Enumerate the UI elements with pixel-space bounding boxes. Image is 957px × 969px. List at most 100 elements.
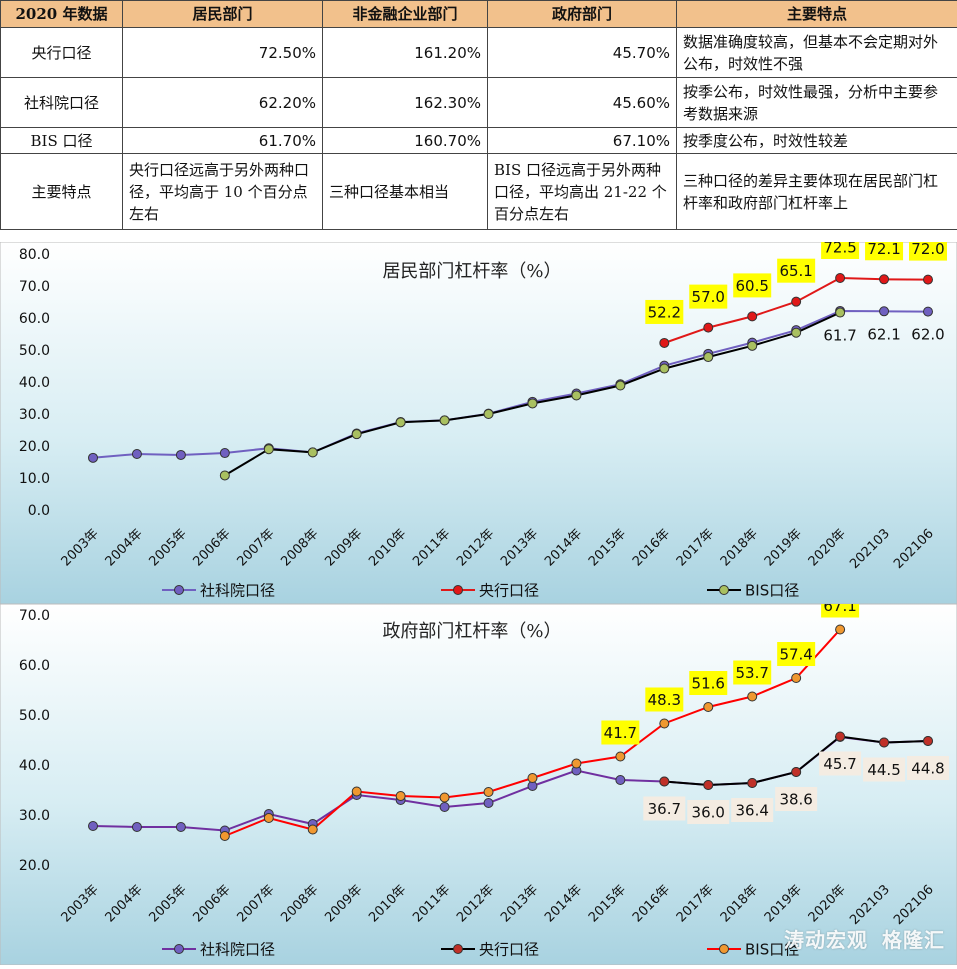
data-label: 60.5: [736, 277, 769, 295]
legend-label: 社科院口径: [200, 582, 275, 600]
government-value: 67.10%: [488, 128, 677, 154]
household-note: 央行口径远高于另外两种口径，平均高于 10 个百分点左右: [123, 154, 323, 230]
y-tick-label: 40.0: [19, 375, 50, 391]
y-tick-label: 70.0: [19, 279, 50, 295]
y-tick-label: 50.0: [19, 343, 50, 359]
data-point-0: [132, 450, 141, 459]
data-point-2: [308, 448, 317, 457]
legend-label: 央行口径: [479, 582, 539, 600]
data-point-2: [748, 341, 757, 350]
data-point-1: [792, 297, 801, 306]
data-label: 67.1: [823, 604, 856, 615]
data-label: 57.0: [692, 288, 725, 306]
data-point-2: [352, 787, 361, 796]
y-tick-label: 80.0: [19, 247, 50, 263]
data-label: 72.0: [911, 242, 944, 258]
data-point-0: [176, 823, 185, 832]
data-point-1: [704, 781, 713, 790]
comparison-table: 2020 年数据 居民部门 非金融企业部门 政府部门 主要特点 央行口径 72.…: [0, 0, 957, 230]
data-label: 36.0: [692, 804, 725, 822]
watermark-text-2: 格隆汇: [882, 924, 945, 953]
data-point-1: [924, 737, 933, 746]
corporate-value: 162.30%: [323, 78, 488, 128]
data-point-2: [484, 410, 493, 419]
data-point-1: [880, 738, 889, 747]
data-point-2: [264, 814, 273, 823]
data-point-2: [308, 825, 317, 834]
table-header: 非金融企业部门: [323, 1, 488, 28]
legend-marker: [454, 945, 463, 954]
chart-title: 居民部门杠杆率（%）: [382, 261, 561, 282]
data-label: 44.5: [867, 761, 900, 779]
y-tick-label: 50.0: [19, 708, 50, 724]
data-point-2: [704, 703, 713, 712]
data-point-1: [792, 768, 801, 777]
data-label: 62.0: [911, 326, 944, 344]
government-value: 45.70%: [488, 28, 677, 78]
table-header: 居民部门: [123, 1, 323, 28]
row-label: 主要特点: [1, 154, 123, 230]
data-point-1: [660, 338, 669, 347]
data-point-2: [792, 674, 801, 683]
data-label: 36.7: [648, 800, 681, 818]
corporate-note: 三种口径基本相当: [323, 154, 488, 230]
data-point-2: [660, 364, 669, 373]
data-label: 57.4: [779, 646, 812, 664]
y-tick-label: 0.0: [28, 503, 50, 519]
data-label: 61.7: [823, 327, 856, 345]
data-point-2: [352, 430, 361, 439]
table-row: 社科院口径 62.20% 162.30% 45.60% 按季公布，时效性最强，分…: [1, 78, 957, 128]
feature-text: 三种口径的差异主要体现在居民部门杠杆率和政府部门杠杆率上: [677, 154, 957, 230]
data-point-2: [616, 752, 625, 761]
y-tick-label: 60.0: [19, 658, 50, 674]
data-point-2: [220, 832, 229, 841]
data-point-2: [660, 719, 669, 728]
data-point-2: [748, 692, 757, 701]
data-label: 41.7: [604, 724, 637, 742]
data-label: 36.4: [736, 802, 769, 820]
y-tick-label: 30.0: [19, 407, 50, 423]
data-point-1: [880, 275, 889, 284]
data-label: 51.6: [692, 675, 725, 693]
data-point-0: [440, 803, 449, 812]
data-point-0: [484, 799, 493, 808]
legend-marker: [720, 586, 729, 595]
data-point-1: [704, 323, 713, 332]
data-point-1: [924, 275, 933, 284]
data-label: 45.7: [823, 755, 856, 773]
y-tick-label: 40.0: [19, 758, 50, 774]
data-label: 48.3: [648, 691, 681, 709]
data-point-2: [484, 788, 493, 797]
legend-label: BIS口径: [745, 582, 799, 600]
data-label: 72.5: [823, 242, 856, 257]
data-point-2: [792, 328, 801, 337]
y-tick-label: 60.0: [19, 311, 50, 327]
feature-text: 数据准确度较高，但基本不会定期对外公布，时效性不强: [677, 28, 957, 78]
data-label: 65.1: [779, 262, 812, 280]
legend-marker: [175, 586, 184, 595]
y-tick-label: 10.0: [19, 471, 50, 487]
table-header: 主要特点: [677, 1, 957, 28]
row-label: BIS 口径: [1, 128, 123, 154]
data-point-2: [264, 445, 273, 454]
y-tick-label: 20.0: [19, 858, 50, 874]
data-label: 44.8: [911, 760, 944, 778]
data-point-0: [220, 449, 229, 458]
row-label: 社科院口径: [1, 78, 123, 128]
data-point-0: [616, 776, 625, 785]
y-tick-label: 20.0: [19, 439, 50, 455]
data-point-2: [440, 793, 449, 802]
legend-marker: [175, 945, 184, 954]
data-point-1: [836, 274, 845, 283]
data-label: 53.7: [736, 664, 769, 682]
table-header: 政府部门: [488, 1, 677, 28]
corporate-value: 160.70%: [323, 128, 488, 154]
data-point-0: [924, 307, 933, 316]
y-tick-label: 30.0: [19, 808, 50, 824]
legend-label: 央行口径: [479, 941, 539, 959]
household-value: 61.70%: [123, 128, 323, 154]
legend-label: 社科院口径: [200, 941, 275, 959]
data-point-1: [748, 779, 757, 788]
table-row: 央行口径 72.50% 161.20% 45.70% 数据准确度较高，但基本不会…: [1, 28, 957, 78]
